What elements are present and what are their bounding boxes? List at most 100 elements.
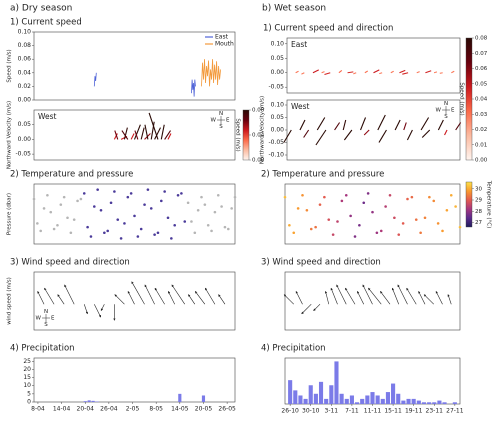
point — [327, 218, 331, 221]
bar — [370, 392, 375, 404]
colorbar-tick-label: 29 — [475, 198, 482, 204]
bar — [365, 395, 370, 404]
bar — [427, 402, 432, 404]
plot-frame — [33, 357, 236, 403]
x-tick-label: 14-05 — [171, 406, 189, 413]
compass-label: S — [444, 114, 448, 120]
series-line — [93, 72, 196, 97]
plot-frame — [33, 183, 236, 245]
arrow — [299, 119, 306, 131]
colorbar-label: Speed (m/s) — [235, 118, 241, 151]
colorbar — [465, 37, 473, 161]
arrow — [406, 287, 417, 305]
arrow — [397, 284, 408, 305]
x-tick-label: 30-10 — [302, 408, 320, 415]
y-tick-label: 0.00 — [271, 127, 285, 134]
arrow — [451, 70, 455, 74]
point — [170, 237, 173, 240]
bar — [201, 395, 206, 402]
x-tick-label: 26-04 — [100, 406, 118, 413]
bar — [308, 385, 313, 404]
plot-frame — [286, 99, 461, 161]
arrow — [283, 129, 292, 143]
y-tick-label: 0.04 — [18, 69, 32, 76]
y-tick-label: 25 — [23, 358, 31, 365]
panel-label: East — [291, 40, 307, 49]
point — [76, 199, 79, 203]
y-axis-label: Northward Velocity (m/s) — [260, 96, 266, 164]
arrow — [336, 284, 347, 305]
arrow — [316, 117, 326, 131]
arrow — [403, 122, 407, 131]
arrow — [357, 290, 365, 305]
plot-frame — [284, 271, 461, 331]
bar — [401, 400, 406, 404]
point — [436, 222, 440, 225]
arrow — [324, 290, 330, 305]
point — [42, 207, 46, 210]
point — [379, 229, 383, 233]
point — [49, 210, 53, 214]
point — [46, 193, 49, 197]
y-tick-label: 0.02 — [18, 83, 32, 90]
point — [72, 218, 76, 221]
x-tick-label: 2-05 — [126, 406, 140, 413]
point — [283, 195, 287, 199]
arrow — [364, 70, 369, 74]
plot-frame — [33, 109, 236, 161]
bar — [303, 398, 308, 404]
point — [183, 220, 187, 223]
y-tick-label: 5 — [27, 390, 31, 397]
arrow — [131, 281, 145, 305]
point — [375, 231, 379, 235]
bar — [391, 383, 396, 404]
arrow — [321, 71, 325, 74]
arrow — [363, 129, 370, 136]
arrow — [295, 70, 299, 74]
point — [362, 201, 366, 205]
arrow — [150, 121, 155, 140]
point — [220, 205, 223, 208]
compass-label: W — [36, 316, 42, 322]
point — [62, 195, 66, 199]
arrow — [114, 294, 125, 305]
arrow — [57, 294, 65, 305]
point — [406, 197, 409, 201]
point — [190, 220, 193, 223]
bar — [437, 400, 442, 404]
colorbar — [242, 109, 250, 161]
point — [213, 210, 217, 214]
y-axis-label: wind speed (m/s) — [7, 277, 13, 324]
point — [233, 195, 237, 199]
arrow — [127, 290, 135, 305]
bar — [349, 395, 354, 404]
y-tick-label: 20 — [23, 366, 31, 373]
bar — [411, 398, 416, 404]
x-tick-label: 20-04 — [77, 406, 95, 413]
point — [176, 193, 180, 197]
point — [216, 193, 220, 197]
y-tick-label: 10 — [23, 382, 31, 389]
point — [96, 188, 99, 191]
point — [314, 225, 317, 229]
point — [39, 229, 42, 233]
point — [66, 216, 69, 220]
arrow — [154, 127, 161, 140]
y-tick-label: -0.05 — [268, 139, 284, 146]
arrow — [324, 72, 331, 76]
point — [143, 203, 146, 206]
point — [82, 192, 86, 195]
arrow — [312, 69, 319, 74]
point — [146, 188, 150, 191]
y-tick-label: 0.00 — [271, 69, 285, 76]
y-tick-label: 0.00 — [18, 136, 32, 143]
colorbar-tick-label: 28 — [475, 209, 482, 215]
plot-frame — [284, 183, 461, 245]
colorbar-tick-label: 27 — [475, 220, 482, 226]
y-tick-label: 0.05 — [271, 55, 285, 62]
arrow — [399, 69, 406, 74]
y-tick-label: 0.08 — [18, 42, 32, 49]
point — [323, 195, 326, 199]
x-tick-label: 3-11 — [325, 408, 339, 415]
